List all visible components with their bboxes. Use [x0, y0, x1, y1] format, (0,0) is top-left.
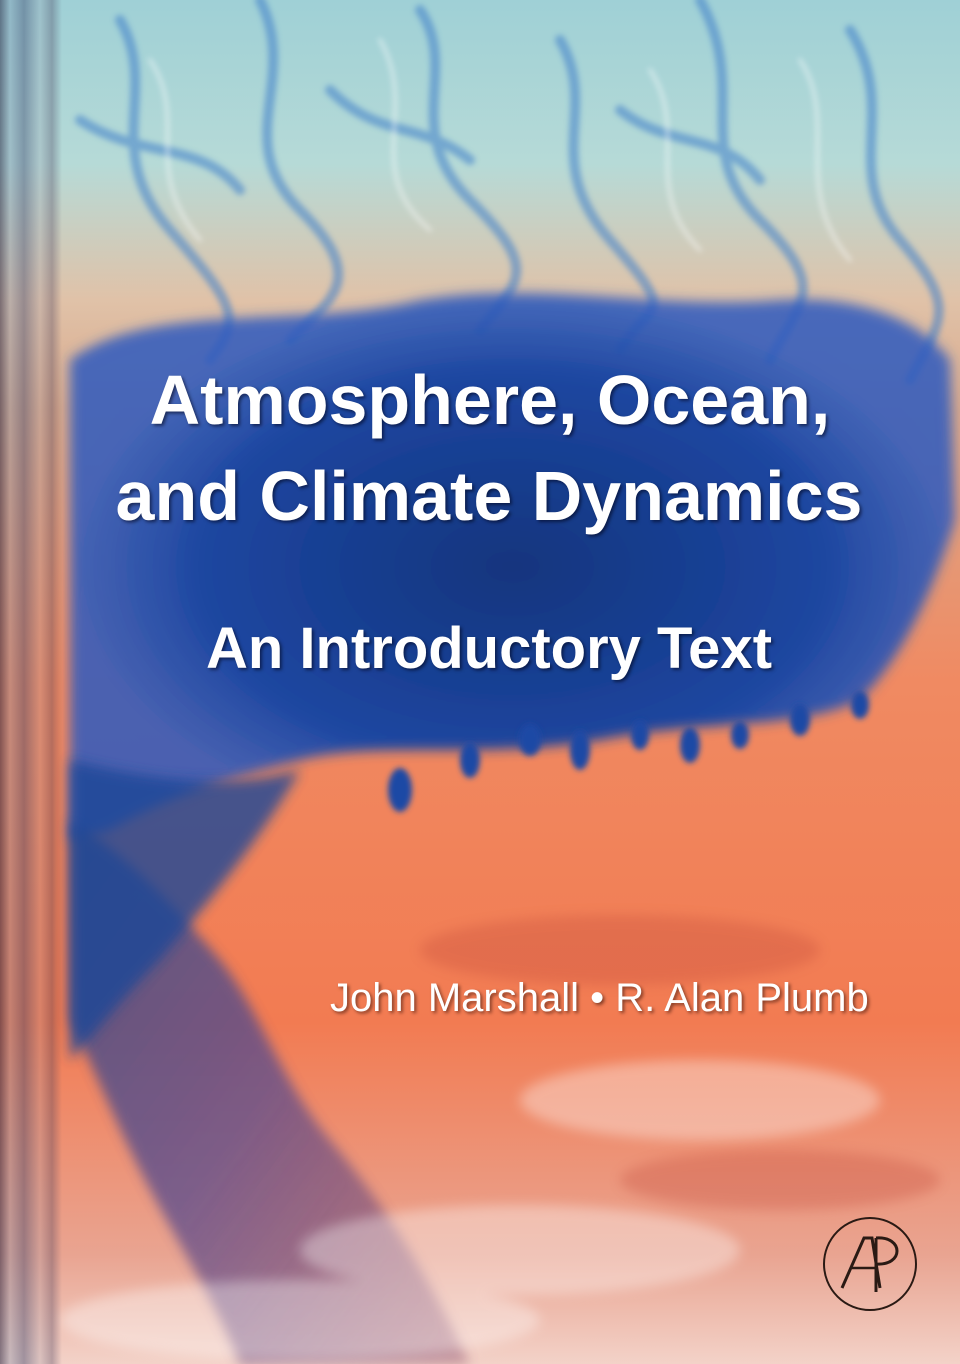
author-separator: • [590, 976, 605, 1020]
book-title-line-2: and Climate Dynamics [115, 457, 863, 535]
author-name: R. Alan Plumb [615, 976, 869, 1020]
publisher-logo-icon [823, 1217, 917, 1311]
author-name: John Marshall [330, 976, 580, 1020]
book-title-line-1: Atmosphere, Ocean, [149, 361, 831, 439]
book-authors: John Marshall • R. Alan Plumb [330, 972, 955, 1024]
book-subtitle: An Introductory Text [205, 616, 773, 681]
book-spine-shadow [0, 0, 62, 1364]
